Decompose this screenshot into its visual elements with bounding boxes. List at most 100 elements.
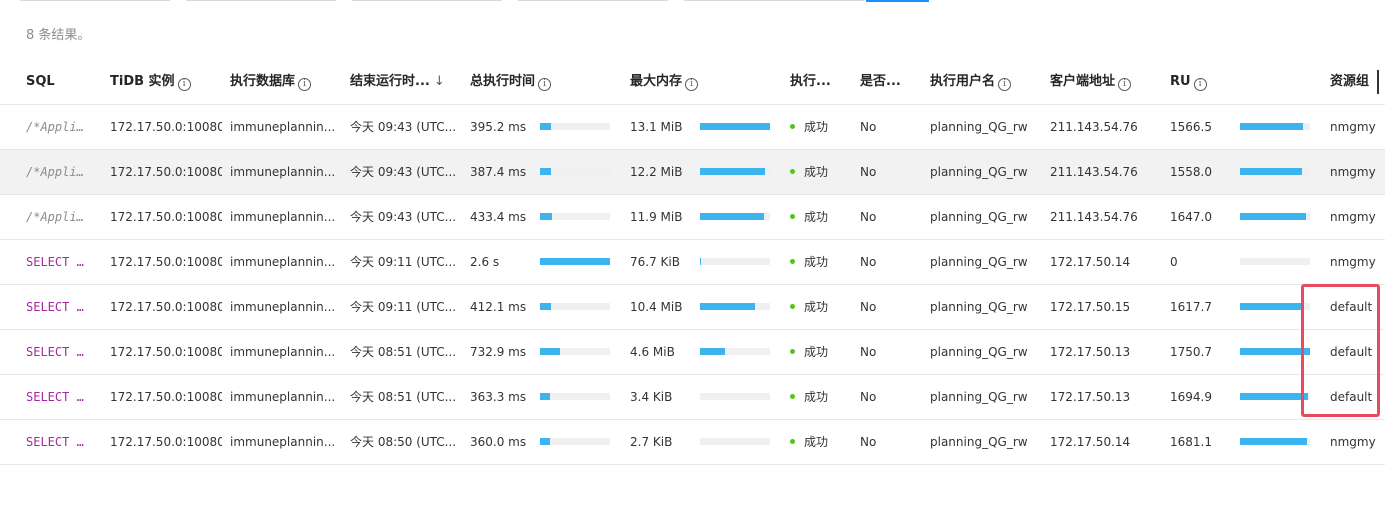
max-memory-cell: 13.1 MiB (630, 120, 683, 134)
flag-cell: No (860, 435, 877, 449)
max-memory-bar (700, 213, 770, 220)
client-cell: 172.17.50.14 (1050, 435, 1131, 449)
ru-cell: 1750.7 (1170, 345, 1212, 359)
status-text: 成功 (804, 120, 829, 134)
column-header-database[interactable]: 执行数据库 i (230, 60, 312, 104)
table-row[interactable]: SELECT … 172.17.50.0:10080 immuneplannin… (0, 240, 1385, 285)
ru-cell: 0 (1170, 255, 1178, 269)
column-header-end-time[interactable]: 结束运行时... ↓ (350, 74, 445, 89)
sql-cell[interactable]: SELECT … (26, 255, 84, 269)
database-cell: immuneplannin... (230, 390, 336, 404)
flag-cell: No (860, 255, 877, 269)
status-text: 成功 (804, 435, 829, 449)
total-time-cell: 412.1 ms (470, 300, 527, 314)
table-row[interactable]: /*Appli… 172.17.50.0:10080 immuneplannin… (0, 150, 1385, 195)
sql-cell[interactable]: SELECT … (26, 300, 84, 314)
ru-bar (1240, 438, 1310, 445)
column-header-user[interactable]: 执行用户名 i (930, 60, 1012, 104)
column-resize-handle[interactable] (1377, 70, 1379, 94)
info-circle-icon[interactable]: i (298, 78, 312, 91)
ru-bar (1240, 393, 1310, 400)
ru-cell: 1566.5 (1170, 120, 1212, 134)
resource-group-cell: nmgmy (1330, 435, 1376, 449)
column-header-exec-status[interactable]: 执行... (790, 74, 831, 89)
column-header-max-memory[interactable]: 最大内存 i (630, 60, 699, 104)
filter-input-4[interactable] (518, 0, 668, 1)
sql-cell[interactable]: /*Appli… (26, 120, 84, 134)
info-circle-icon[interactable]: i (1118, 78, 1132, 91)
column-header-ru[interactable]: RU i (1170, 60, 1207, 104)
info-circle-icon[interactable]: i (1193, 78, 1207, 91)
filter-input-2[interactable] (186, 0, 336, 1)
info-circle-icon[interactable]: i (177, 78, 191, 91)
table-row[interactable]: SELECT … 172.17.50.0:10080 immuneplannin… (0, 330, 1385, 375)
info-circle-icon[interactable]: i (998, 78, 1012, 91)
filter-input-5[interactable] (684, 0, 864, 1)
ru-bar-fill (1240, 123, 1303, 130)
instance-cell: 172.17.50.0:10080 (110, 390, 222, 404)
instance-cell: 172.17.50.0:10080 (110, 165, 222, 179)
sql-cell[interactable]: SELECT … (26, 345, 84, 359)
resource-group-cell: nmgmy (1330, 210, 1376, 224)
max-memory-cell: 11.9 MiB (630, 210, 683, 224)
end-time-cell: 今天 09:11 (UTC... (350, 255, 457, 269)
database-cell: immuneplannin... (230, 120, 336, 134)
table-row[interactable]: /*Appli… 172.17.50.0:10080 immuneplannin… (0, 105, 1385, 150)
table-row[interactable]: SELECT … 172.17.50.0:10080 immuneplannin… (0, 285, 1385, 330)
instance-cell: 172.17.50.0:10080 (110, 300, 222, 314)
max-memory-cell: 3.4 KiB (630, 390, 673, 404)
status-dot-icon (790, 214, 795, 219)
resource-group-cell: default (1330, 300, 1373, 314)
resource-group-cell: default (1330, 390, 1373, 404)
info-circle-icon[interactable]: i (538, 78, 552, 91)
arrow-down-icon[interactable]: ↓ (433, 74, 445, 89)
column-header-resource-group[interactable]: 资源组 (1330, 74, 1370, 89)
query-button[interactable] (866, 0, 929, 2)
status-dot-icon (790, 124, 795, 129)
max-memory-bar (700, 303, 770, 310)
ru-cell: 1694.9 (1170, 390, 1212, 404)
total-time-bar-fill (540, 438, 550, 445)
table-row[interactable]: SELECT … 172.17.50.0:10080 immuneplannin… (0, 420, 1385, 465)
filter-input-3[interactable] (352, 0, 502, 1)
status-cell: 成功 (790, 420, 855, 464)
end-time-cell: 今天 08:51 (UTC... (350, 345, 457, 359)
info-circle-icon[interactable]: i (685, 78, 699, 91)
total-time-bar (540, 438, 610, 445)
instance-cell: 172.17.50.0:10080 (110, 210, 222, 224)
column-header-instance[interactable]: TiDB 实例 i (110, 60, 191, 104)
column-header-sql[interactable]: SQL (26, 74, 55, 89)
table-row[interactable]: /*Appli… 172.17.50.0:10080 immuneplannin… (0, 195, 1385, 240)
flag-cell: No (860, 210, 877, 224)
filter-input-1[interactable] (20, 0, 170, 1)
instance-cell: 172.17.50.0:10080 (110, 345, 222, 359)
sql-cell[interactable]: SELECT … (26, 390, 84, 404)
max-memory-bar (700, 438, 770, 445)
total-time-bar (540, 303, 610, 310)
column-header-client[interactable]: 客户端地址 i (1050, 60, 1132, 104)
status-dot-icon (790, 439, 795, 444)
end-time-cell: 今天 09:43 (UTC... (350, 120, 457, 134)
ru-bar-fill (1240, 303, 1305, 310)
resource-group-cell: nmgmy (1330, 255, 1376, 269)
status-text: 成功 (804, 345, 829, 359)
sql-cell[interactable]: /*Appli… (26, 210, 84, 224)
ru-cell: 1681.1 (1170, 435, 1212, 449)
sql-cell[interactable]: /*Appli… (26, 165, 84, 179)
client-cell: 172.17.50.14 (1050, 255, 1131, 269)
status-dot-icon (790, 169, 795, 174)
column-header-total-time[interactable]: 总执行时间 i (470, 60, 552, 104)
status-text: 成功 (804, 255, 829, 269)
status-dot-icon (790, 259, 795, 264)
database-cell: immuneplannin... (230, 435, 336, 449)
sql-cell[interactable]: SELECT … (26, 435, 84, 449)
database-cell: immuneplannin... (230, 165, 336, 179)
column-header-flag[interactable]: 是否... (860, 74, 901, 89)
total-time-cell: 2.6 s (470, 255, 500, 269)
total-time-bar-fill (540, 123, 551, 130)
result-count: 8 条结果。 (26, 28, 91, 43)
status-cell: 成功 (790, 150, 855, 194)
max-memory-bar (700, 393, 770, 400)
max-memory-bar-fill (700, 258, 701, 265)
table-row[interactable]: SELECT … 172.17.50.0:10080 immuneplannin… (0, 375, 1385, 420)
